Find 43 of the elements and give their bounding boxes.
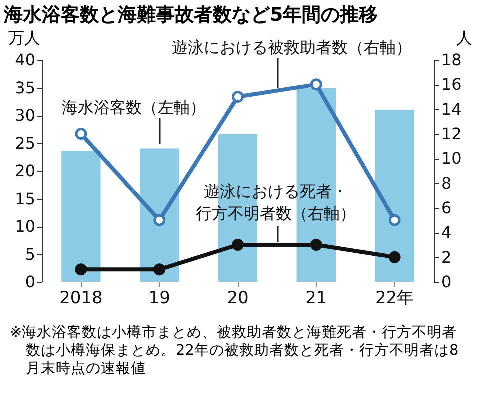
y2-tick-label: 0 xyxy=(442,272,452,292)
point xyxy=(388,251,401,264)
y2-tick-label: 12 xyxy=(442,124,462,144)
point xyxy=(232,91,244,103)
bar xyxy=(62,151,101,282)
y-tick-label: 15 xyxy=(15,189,36,208)
y-tick-label: 40 xyxy=(15,50,36,70)
y2-tick-label: 16 xyxy=(442,75,462,94)
x-tick-label: 2018 xyxy=(60,288,103,308)
bar xyxy=(375,110,414,282)
point xyxy=(310,239,322,251)
y-tick-label: 25 xyxy=(15,134,36,153)
series-label: 遊泳における死者・行方不明者数（右軸） xyxy=(196,182,356,223)
chart-title: 海水浴客数と海難事故者数など5年間の推移 xyxy=(2,3,380,28)
text: 遊泳における被救助者数（右軸） xyxy=(172,38,412,57)
x-tick-label: 21 xyxy=(306,288,328,308)
point xyxy=(232,239,244,251)
y2-tick-label: 14 xyxy=(442,100,462,119)
point xyxy=(75,264,88,276)
text: ※海水浴客数は小樽市まとめ、被救助者数と海難死者・行方不明者数は小樽海保まとめ。22年の被救助者数と死者・行方不明者は8月末時点の速報値 xyxy=(9,324,460,378)
point xyxy=(310,78,322,91)
y2-tick-label: 6 xyxy=(442,198,452,218)
y2-tick-label: 2 xyxy=(442,248,452,267)
x-tick-label: 19 xyxy=(148,288,170,308)
y2-axis-title: 人 xyxy=(456,28,472,48)
x-tick-label: 20 xyxy=(227,288,249,308)
y2-tick-label: 8 xyxy=(442,174,452,193)
series-label: 海水浴客数（左軸） xyxy=(62,98,206,117)
point xyxy=(388,214,401,226)
point xyxy=(75,128,88,140)
y-tick-label: 10 xyxy=(15,217,36,236)
y-tick-label: 20 xyxy=(15,162,36,180)
y-tick-label: 0 xyxy=(25,272,36,292)
y2-tick-label: 10 xyxy=(442,149,462,168)
x-tick-label: 22年 xyxy=(375,288,414,308)
y-tick-label: 5 xyxy=(25,244,36,264)
y-tick-label: 30 xyxy=(15,106,36,125)
y-axis-title: 万人 xyxy=(8,28,40,48)
y-tick-label: 35 xyxy=(15,78,36,98)
y2-tick-label: 4 xyxy=(442,223,452,242)
point xyxy=(154,214,166,226)
y2-tick-label: 18 xyxy=(442,50,462,70)
point xyxy=(154,264,166,276)
